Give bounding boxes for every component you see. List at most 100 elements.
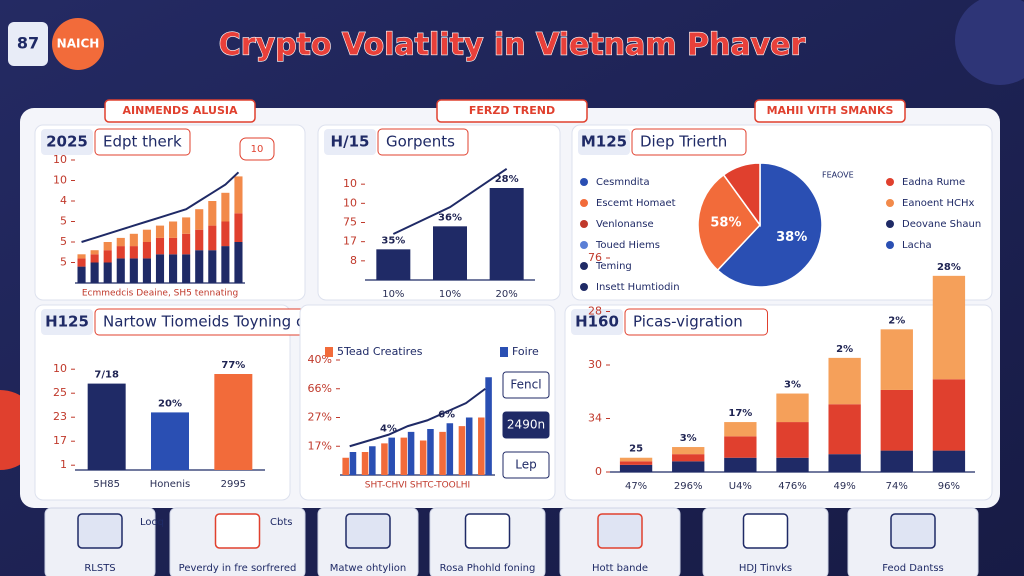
side-label: Fencl — [510, 378, 541, 392]
bar-segment — [195, 250, 204, 283]
legend-dot — [580, 220, 588, 228]
y-tick-label: 4 — [60, 194, 67, 207]
x-tick-label: 96% — [938, 481, 960, 492]
panel-tag: H125 — [45, 313, 89, 331]
section-tab — [754, 99, 906, 123]
bar-segment — [103, 250, 112, 263]
bar-segment — [142, 258, 151, 283]
legend-dot — [580, 283, 588, 291]
y-tick-label: 66% — [308, 382, 332, 395]
page-title: Crypto Volatlity in Vietnam Phaver — [219, 28, 806, 63]
bar-segment — [234, 176, 243, 214]
bar-annotation: 3% — [784, 380, 801, 391]
logo-mark: 87 — [17, 34, 39, 53]
side-label: Lep — [515, 458, 536, 472]
bar-segment — [724, 436, 757, 458]
y-tick-label: 23 — [53, 410, 67, 423]
trend-line — [81, 171, 240, 243]
bar — [458, 426, 466, 475]
section-tab-label: MAHII VITH SMANKS — [767, 104, 894, 117]
panel-title-box — [631, 128, 747, 156]
bar-segment — [116, 246, 125, 259]
panel-tag-box — [578, 129, 630, 155]
bar-segment — [776, 393, 809, 423]
legend-swatch — [500, 347, 508, 357]
deco-gear — [955, 0, 1024, 85]
legend-dot — [886, 178, 894, 186]
bar-segment — [932, 275, 966, 380]
x-tick-label: 10% — [382, 289, 404, 300]
panel-title: Picas-vigration — [633, 313, 743, 331]
legend-dot — [580, 241, 588, 249]
bar-segment — [724, 457, 757, 472]
panel-tag-box — [41, 129, 93, 155]
bar-segment — [208, 201, 217, 226]
bar-segment — [90, 250, 99, 255]
bar — [427, 429, 434, 475]
bar-segment — [672, 447, 705, 455]
bar-segment — [90, 254, 99, 263]
bar — [400, 437, 408, 475]
bar-segment — [776, 457, 809, 472]
y-tick-label: 10 — [343, 177, 357, 190]
bar-segment — [672, 454, 705, 462]
bar-segment — [129, 258, 138, 283]
x-tick-label: 2995 — [221, 479, 246, 490]
bar-segment — [90, 262, 99, 283]
bar-segment — [776, 422, 809, 458]
y-tick-label: 25 — [53, 386, 67, 399]
legend-label: Cesmndita — [596, 177, 650, 188]
y-tick-label: 17% — [308, 439, 332, 452]
trend-line — [349, 387, 486, 448]
legend-dot — [886, 241, 894, 249]
y-tick-label: 34 — [588, 412, 602, 425]
y-tick-label: 10 — [343, 196, 357, 209]
footer-card-label: Hott bande — [592, 563, 648, 574]
bar — [419, 440, 427, 475]
footer-card-label: HDJ Tinvks — [739, 563, 792, 574]
panel-tag-box — [41, 309, 93, 335]
bar-annotation: 28% — [937, 262, 961, 273]
bar — [369, 446, 376, 475]
bar-segment — [155, 254, 165, 283]
pie-slice — [716, 162, 823, 288]
bar-segment — [828, 454, 861, 472]
y-tick-label: 5 — [60, 256, 67, 269]
x-tick-label: U4% — [729, 481, 752, 492]
y-tick-label: 8 — [350, 254, 357, 267]
footer-card-label: Feod Dantss — [882, 563, 944, 574]
bar-annotation: 2% — [888, 315, 905, 326]
bar-segment — [77, 254, 86, 259]
legend-label: Venlonanse — [596, 219, 654, 230]
bar — [342, 457, 349, 475]
bar-annotation: 2% — [836, 344, 853, 355]
footer-card-label: Peverdy in fre sorfrered — [179, 563, 297, 574]
x-tick-label: Honenis — [150, 479, 190, 490]
bar-segment — [142, 229, 151, 242]
y-tick-label: 5 — [60, 235, 67, 248]
x-tick-label: 20% — [496, 289, 518, 300]
bar-segment — [116, 258, 125, 283]
logo-circle — [52, 18, 104, 70]
y-tick-label: 0 — [595, 465, 602, 478]
bar — [381, 443, 388, 475]
legend-label: Escemt Homaet — [596, 198, 676, 209]
bar-segment — [208, 225, 217, 251]
bar-segment — [828, 404, 861, 455]
bar-segment — [221, 221, 230, 247]
bar-segment — [619, 461, 653, 465]
x-tick-label: 47% — [625, 481, 647, 492]
y-tick-label: 1 — [60, 458, 67, 471]
x-tick-label: 49% — [834, 481, 856, 492]
footer-tag: Cbts — [270, 517, 292, 528]
bar-segment — [155, 237, 165, 255]
bar — [465, 417, 473, 475]
legend-label: Lacha — [902, 240, 932, 251]
y-tick-label: 10 — [53, 153, 67, 166]
trend-line — [392, 168, 508, 235]
bar — [361, 452, 369, 475]
legend-label: Eanoent HCHx — [902, 198, 975, 209]
bar-segment — [234, 242, 243, 283]
panel-tag: 2025 — [46, 133, 88, 151]
